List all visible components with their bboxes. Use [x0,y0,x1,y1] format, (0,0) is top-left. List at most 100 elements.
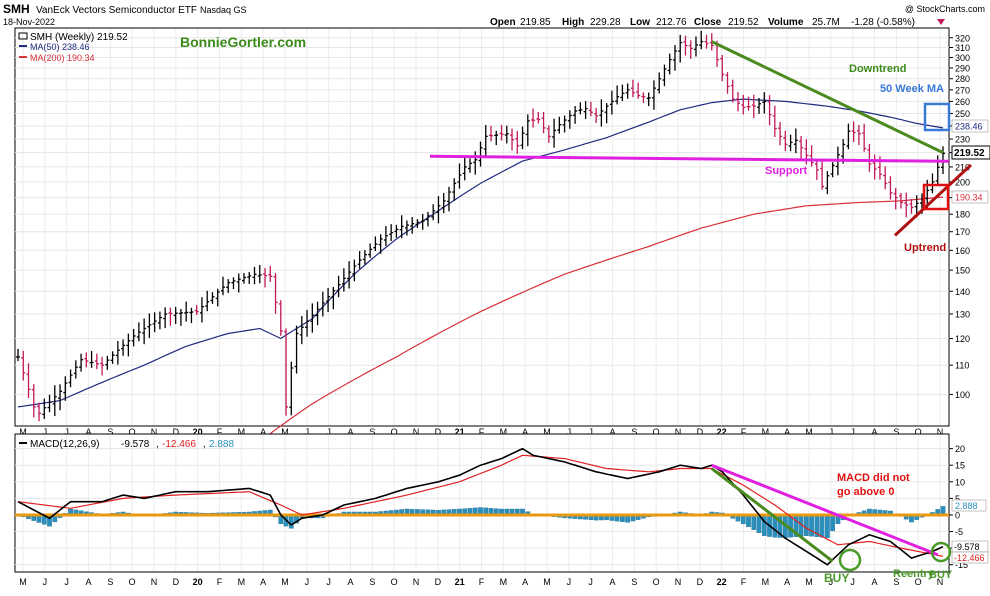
price-bar [163,307,168,329]
x-tick-label: J [43,427,48,437]
price-bar [389,224,394,242]
price-bar [725,72,730,94]
price-bar [851,121,856,143]
x-tick-label: 22 [717,427,727,437]
macd-y-tick-label: 5 [955,494,960,504]
x-tick-label: M [238,577,246,587]
price-bar [741,94,746,115]
watermark: BonnieGortler.com [180,34,306,50]
price-bar [578,102,583,115]
price-bar [121,339,126,356]
price-bar [278,300,283,336]
macd-signal-line [17,454,944,557]
price-bar [352,259,357,282]
macd-histogram-bar [751,514,757,531]
price-bar [699,30,704,50]
x-tick-label: D [697,427,704,437]
x-tick-label: J [326,577,331,587]
price-y-tick-label: 290 [955,63,970,73]
price-bar [16,348,20,362]
x-tick-label: A [347,577,353,587]
price-bar [84,352,89,368]
macd-histogram-bar [809,514,814,537]
price-bar [499,124,504,141]
price-bar [131,328,136,347]
price-bar [636,82,641,99]
x-tick-label: O [391,577,398,587]
price-bar [58,384,63,411]
macd-histogram-bar [288,514,294,529]
price-bar [441,192,446,214]
price-y-axis: 1001101201301401501601701801902002102202… [949,33,970,400]
macd-legend: MACD(12,26,9) -9.578 , -12.466 , 2.888 [19,439,234,450]
price-bar [42,398,47,419]
price-bar [110,351,115,364]
price-bar [594,107,599,124]
price-bar [893,187,898,210]
x-tick-label: J [850,427,855,437]
price-bar [126,333,131,357]
x-tick-label: M [762,427,770,437]
price-bar [678,34,683,63]
price-bar [620,84,625,102]
x-tick-label: D [697,577,704,587]
price-bar [410,217,415,234]
price-bar [26,363,31,398]
x-tick-label: A [85,427,91,437]
x-tick-label: F [741,577,747,587]
price-bar [168,307,173,326]
uptrend-label: Uptrend [904,242,946,254]
high-value: 229.28 [590,17,621,28]
price-legend: SMH (Weekly) 219.52 MA(50) 238.46 MA(200… [18,32,128,63]
volume-label: Volume [768,17,804,28]
price-bar [693,36,698,57]
x-tick-label: M [543,427,551,437]
x-tick-label: F [479,577,485,587]
price-bar [184,301,189,322]
price-bar [362,250,367,265]
price-y-tick-label: 250 [955,109,970,119]
price-bar [883,166,888,190]
x-tick-label: O [915,427,922,437]
price-bar [736,92,741,112]
x-tick-label: F [741,427,747,437]
x-tick-label: J [305,427,310,437]
x-tick-label: J [64,577,69,587]
x-tick-label: N [413,577,420,587]
price-y-tick-label: 150 [955,266,970,276]
price-bar [373,236,378,252]
price-bar [21,350,26,381]
x-tick-label: O [391,427,398,437]
price-bar [814,160,819,180]
price-bar [226,279,231,293]
x-tick-label: J [850,577,855,587]
ma-week-label: 50 Week MA [880,83,944,95]
price-bar [820,159,825,190]
x-tick-label: N [675,427,682,437]
price-bar [562,115,567,133]
price-y-tick-label: 130 [955,309,970,319]
price-bar [646,92,651,107]
x-tick-label: J [567,577,572,587]
price-bar [730,79,735,103]
price-bar [52,385,57,417]
price-bar [746,96,751,111]
price-bar [720,54,725,82]
x-tick-label: A [260,427,266,437]
price-bar [378,234,383,254]
macd-histogram-bar [746,514,751,528]
x-tick-label: S [107,577,113,587]
price-bar [31,384,36,418]
ma50-highlight-box [923,102,951,132]
price-bar [284,328,289,416]
price-y-tick-label: 310 [955,43,970,53]
x-tick-label: O [653,427,660,437]
macd-value-tags: 2.888 -9.578 -12.466 [951,499,989,564]
price-y-tick-label: 280 [955,74,970,84]
ma50-tag: 238.46 [955,122,983,132]
price-bar [830,162,835,178]
macd-signal-path [17,454,944,557]
price-bar [89,351,94,368]
macd-line-tag: -9.578 [954,542,980,552]
x-tick-label: J [305,577,310,587]
